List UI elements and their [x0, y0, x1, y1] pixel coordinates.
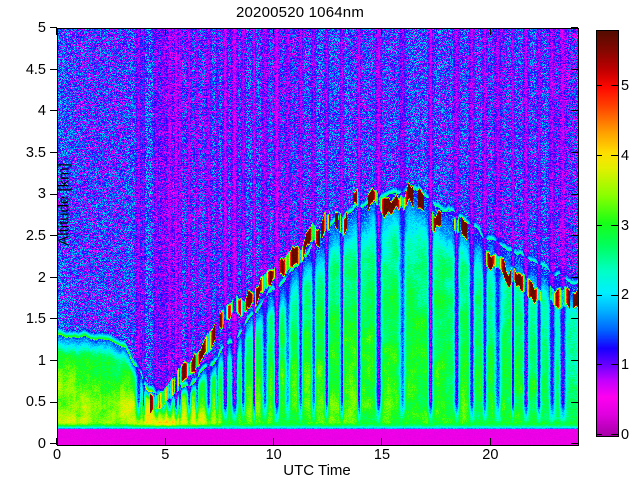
y-tick-mark-right: [571, 443, 578, 445]
colorbar-tick-mark: [611, 434, 618, 436]
x-tick-mark: [489, 438, 491, 445]
y-tick-mark-right: [571, 235, 578, 237]
y-tick-mark-right: [571, 318, 578, 320]
y-tick-mark: [50, 110, 57, 112]
colorbar-tick-label: 1: [621, 357, 630, 374]
colorbar-tick-mark: [611, 224, 618, 226]
colorbar-tick-mark-left: [596, 224, 602, 226]
x-tick-label: 15: [373, 447, 391, 463]
colorbar-tick-label: 3: [621, 217, 630, 234]
heatmap-axes: [57, 28, 579, 446]
colorbar-tick-label: 0: [621, 427, 630, 443]
colorbar-tick-label: 2: [621, 287, 630, 304]
y-tick-mark-right: [571, 27, 578, 29]
y-tick-mark-right: [571, 110, 578, 112]
x-tick-label: 20: [482, 447, 499, 463]
y-tick-mark-right: [571, 193, 578, 195]
x-tick-label: 0: [52, 447, 62, 463]
y-tick-mark-right: [571, 152, 578, 154]
x-tick-mark-top: [164, 28, 166, 35]
y-tick-mark: [50, 401, 57, 403]
y-tick-mark-right: [571, 276, 578, 278]
colorbar-gradient: [597, 31, 618, 436]
y-tick-label: 1: [37, 352, 46, 369]
x-tick-label: 10: [265, 447, 282, 463]
y-tick-label: 2: [37, 269, 46, 286]
y-tick-mark: [50, 276, 57, 278]
y-tick-label: 0: [37, 436, 46, 452]
y-tick-label: 3.5: [25, 144, 46, 161]
y-tick-mark: [50, 193, 57, 195]
y-tick-label: 1.5: [25, 311, 46, 328]
y-tick-mark: [50, 318, 57, 320]
colorbar-tick-mark: [611, 85, 618, 87]
y-tick-label: 4.5: [25, 61, 46, 78]
x-tick-mark: [164, 438, 166, 445]
x-axis-label: UTC Time: [283, 462, 351, 479]
x-tick-mark-top: [56, 28, 58, 35]
x-tick-label: 5: [161, 447, 170, 463]
y-axis-label: Altitude [km]: [55, 163, 73, 246]
y-tick-label: 3: [37, 186, 46, 203]
y-tick-label: 0.5: [25, 394, 46, 411]
x-tick-mark: [272, 438, 274, 445]
y-tick-mark-right: [571, 401, 578, 403]
colorbar-tick-mark-left: [596, 154, 602, 156]
x-tick-mark-top: [489, 28, 491, 35]
lidar-heatmap: [58, 29, 578, 445]
colorbar-tick-mark: [611, 294, 618, 296]
colorbar-tick-mark-left: [596, 85, 602, 87]
y-tick-mark-right: [571, 68, 578, 70]
y-tick-label: 5: [37, 20, 46, 36]
y-tick-label: 2.5: [25, 228, 46, 244]
colorbar-tick-mark: [611, 154, 618, 156]
y-tick-mark-right: [571, 360, 578, 362]
y-tick-mark: [50, 68, 57, 70]
colorbar-tick-mark-left: [596, 364, 602, 366]
y-tick-mark: [50, 235, 57, 237]
x-tick-mark: [381, 438, 383, 445]
x-tick-mark: [56, 438, 58, 445]
y-tick-mark: [50, 27, 57, 29]
colorbar-tick-label: 5: [621, 77, 630, 94]
colorbar-tick-mark-left: [596, 434, 602, 436]
y-tick-label: 4: [37, 103, 46, 120]
y-tick-mark: [50, 152, 57, 154]
x-tick-mark-top: [381, 28, 383, 35]
page-title: 20200520 1064nm: [235, 4, 365, 21]
colorbar-tick-label: 4: [621, 147, 630, 164]
colorbar-tick-mark-left: [596, 294, 602, 296]
colorbar: [596, 30, 619, 437]
x-tick-mark-top: [272, 28, 274, 35]
colorbar-tick-mark: [611, 364, 618, 366]
y-tick-mark: [50, 360, 57, 362]
y-tick-mark: [50, 443, 57, 445]
